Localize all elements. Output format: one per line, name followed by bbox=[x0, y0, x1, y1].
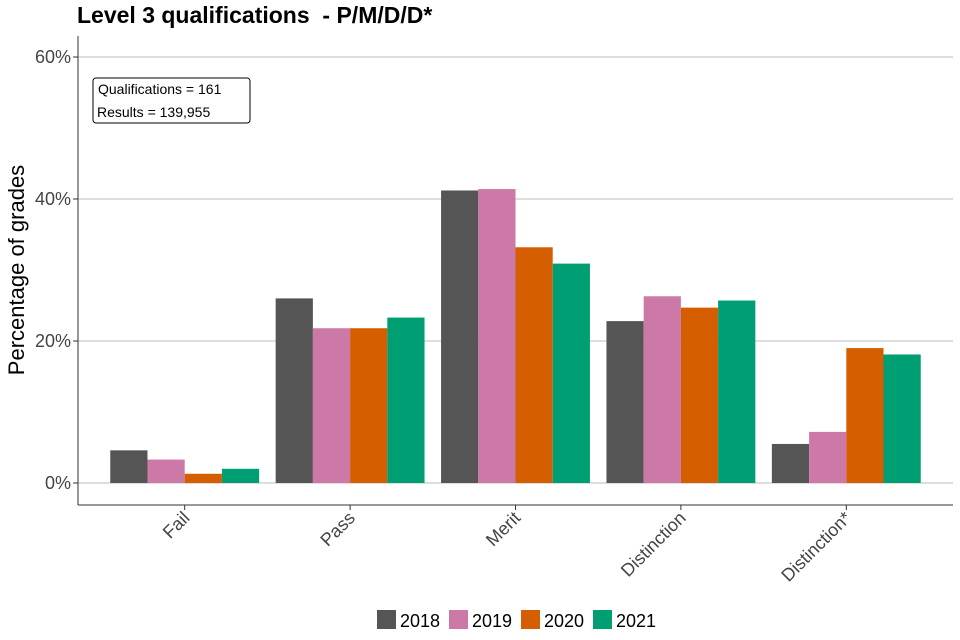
legend-key-2019 bbox=[449, 610, 468, 629]
bar-2018-pass bbox=[275, 298, 313, 483]
x-tick-label: Distinction* bbox=[777, 508, 855, 586]
bar-2019-distinction bbox=[643, 296, 681, 483]
bar-2021-fail bbox=[221, 468, 260, 483]
bar-2019-pass bbox=[312, 328, 351, 483]
bar-2020-distinction bbox=[680, 307, 719, 483]
bar-2021-distinction bbox=[718, 300, 756, 483]
x-tick-label: Merit bbox=[482, 508, 524, 550]
bar-2021-merit bbox=[552, 263, 590, 483]
bar-2020-distinction-star bbox=[846, 348, 884, 483]
chart-title: Level 3 qualifications - P/M/D/D* bbox=[77, 2, 433, 28]
annotation-results: Results = 139,955 bbox=[97, 104, 210, 120]
y-tick-label: 20% bbox=[35, 331, 71, 351]
bar-2019-distinction-star bbox=[809, 431, 847, 483]
bar-2020-merit bbox=[515, 247, 553, 483]
bar-2019-fail bbox=[147, 459, 185, 483]
legend-key-2018 bbox=[377, 610, 396, 629]
x-tick-label: Distinction bbox=[617, 508, 690, 581]
bar-2019-merit bbox=[478, 189, 516, 483]
annotation-qualifications: Qualifications = 161 bbox=[98, 81, 222, 97]
bar-2020-fail bbox=[184, 473, 222, 483]
legend-label-2019: 2019 bbox=[472, 611, 512, 631]
x-tick-label: Fail bbox=[159, 508, 194, 543]
bar-2018-merit bbox=[441, 190, 479, 484]
bar-2020-pass bbox=[350, 328, 388, 483]
legend-key-2021 bbox=[593, 610, 612, 629]
bar-2018-fail bbox=[110, 450, 148, 483]
y-tick-label: 60% bbox=[35, 47, 71, 67]
legend: 2018 2019 2020 2021 bbox=[377, 610, 656, 631]
x-tick-label: Pass bbox=[316, 508, 358, 550]
bar-2018-distinction-star bbox=[771, 443, 810, 483]
bar-2021-pass bbox=[387, 317, 425, 483]
bar-2018-distinction bbox=[606, 321, 644, 483]
legend-label-2018: 2018 bbox=[400, 611, 440, 631]
y-tick-label: 0% bbox=[45, 473, 71, 493]
legend-label-2021: 2021 bbox=[616, 611, 656, 631]
legend-label-2020: 2020 bbox=[544, 611, 584, 631]
y-axis-title: Percentage of grades bbox=[4, 165, 29, 375]
bar-2021-distinction-star bbox=[883, 354, 921, 483]
legend-key-2020 bbox=[521, 610, 540, 629]
y-tick-label: 40% bbox=[35, 189, 71, 209]
annotation-box: Qualifications = 161 Results = 139,955 bbox=[92, 77, 251, 124]
bars bbox=[110, 189, 921, 484]
